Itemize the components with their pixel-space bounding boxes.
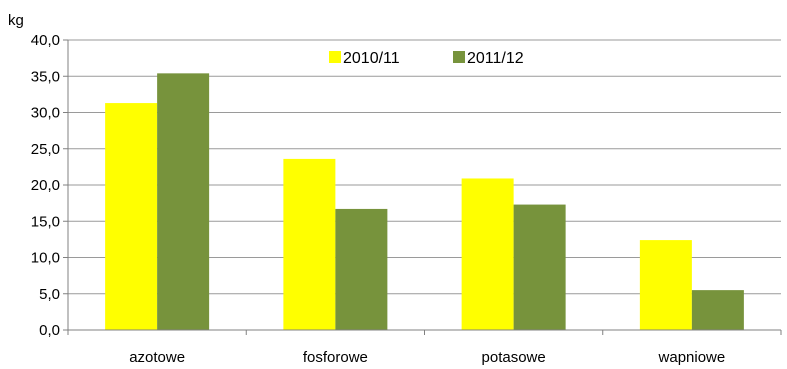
bar-fosforowe-2011/12 [335, 208, 388, 330]
legend-swatch-2010/11 [329, 51, 341, 63]
bar-azotowe-2010/11 [105, 103, 158, 330]
y-tick-labels: 0,0 5,0 10,0 15,0 20,0 25,0 30,0 35,0 40,0 [31, 32, 60, 339]
x-tick-label: potasowe [482, 349, 546, 366]
x-tick-label: fosforowe [303, 349, 368, 366]
bar-wapniowe-2011/12 [691, 290, 744, 330]
x-tick-labels: azotowe fosforowe potasowe wapniowe [129, 349, 725, 366]
y-tick-label: 30,0 [31, 105, 60, 122]
bar-wapniowe-2010/11 [639, 240, 692, 330]
y-tick-label: 25,0 [31, 141, 60, 158]
legend-label: 2010/11 [343, 50, 400, 67]
y-tick-label: 15,0 [31, 213, 60, 230]
bar-potasowe-2010/11 [461, 178, 514, 330]
y-tick-label: 10,0 [31, 250, 60, 267]
bars [105, 73, 744, 330]
legend-swatch-2011/12 [453, 51, 465, 63]
legend-label: 2011/12 [467, 50, 524, 67]
y-tick-label: 40,0 [31, 32, 60, 49]
legend: 2010/11 2011/12 [329, 50, 524, 67]
bar-fosforowe-2010/11 [283, 158, 336, 330]
axes [63, 39, 782, 335]
y-tick-label: 0,0 [39, 322, 60, 339]
x-tick-label: azotowe [129, 349, 185, 366]
bar-potasowe-2011/12 [513, 204, 566, 330]
y-axis-label: kg [8, 12, 24, 29]
y-tick-label: 20,0 [31, 177, 60, 194]
bar-azotowe-2011/12 [157, 73, 210, 330]
x-tick-label: wapniowe [658, 349, 726, 366]
y-tick-label: 5,0 [39, 286, 60, 303]
y-tick-label: 35,0 [31, 68, 60, 85]
